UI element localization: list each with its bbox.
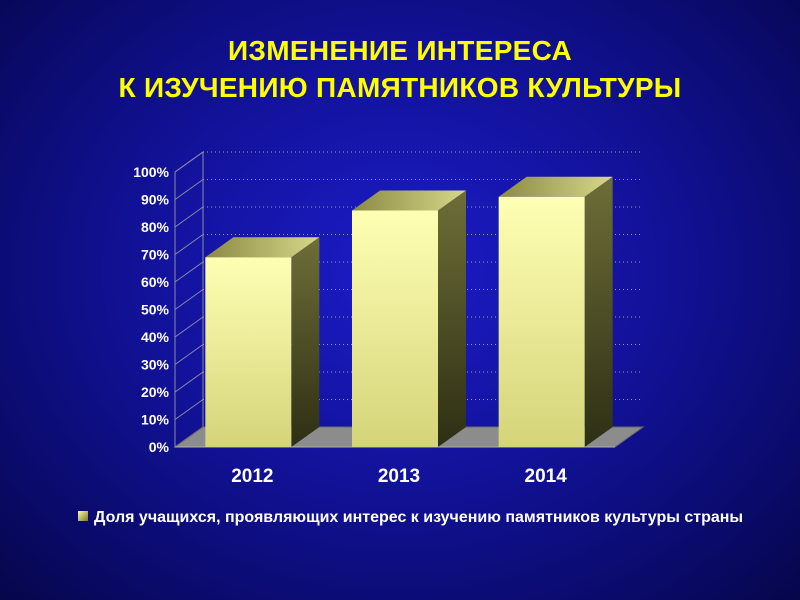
gridline-depth: [174, 399, 204, 420]
bar-2012: [205, 257, 292, 447]
title-line-1: ИЗМЕНЕНИЕ ИНТЕРЕСА: [228, 35, 572, 66]
y-tick-label: 60%: [141, 274, 170, 290]
bar-side-2014: [584, 176, 613, 447]
gridline-depth: [174, 371, 204, 393]
y-tick-label: 70%: [141, 247, 170, 263]
gridline-depth: [174, 344, 204, 365]
bar-2013: [352, 210, 438, 447]
bar-side-2013: [438, 190, 466, 447]
gridline-depth: [174, 289, 204, 310]
y-tick-label: 100%: [133, 164, 169, 180]
bar-top-2012: [205, 237, 320, 258]
gridline-depth: [174, 234, 204, 255]
gridline-depth: [174, 261, 204, 283]
chart-legend: Доля учащихся, проявляющих интерес к изу…: [78, 508, 778, 528]
gridline-depth: [174, 206, 204, 228]
bar-2014: [498, 196, 585, 447]
gridline-depth: [174, 179, 204, 200]
legend-label: Доля учащихся, проявляющих интерес к изу…: [94, 509, 744, 526]
legend-swatch: [78, 511, 88, 521]
y-tick-label: 50%: [141, 302, 170, 318]
y-tick-label: 20%: [141, 384, 170, 400]
gridline-depth: [174, 151, 204, 173]
y-tick-label: 10%: [141, 412, 170, 428]
title-line-2: К ИЗУЧЕНИЮ ПАМЯТНИКОВ КУЛЬТУРЫ: [118, 72, 682, 103]
y-tick-label: 90%: [141, 192, 170, 208]
bar-side-2012: [291, 237, 320, 447]
x-tick-label: 2012: [231, 466, 273, 487]
x-tick-label: 2013: [378, 466, 420, 487]
y-tick-label: 40%: [141, 329, 170, 345]
bar-top-2014: [498, 176, 613, 197]
y-tick-label: 80%: [141, 219, 170, 235]
bar-top-2013: [352, 190, 466, 211]
y-tick-label: 30%: [141, 357, 170, 373]
gridline-depth: [174, 316, 204, 338]
x-tick-label: 2014: [525, 466, 568, 487]
y-tick-label: 0%: [149, 439, 170, 455]
slide-title: ИЗМЕНЕНИЕ ИНТЕРЕСА К ИЗУЧЕНИЮ ПАМЯТНИКОВ…: [0, 32, 800, 106]
